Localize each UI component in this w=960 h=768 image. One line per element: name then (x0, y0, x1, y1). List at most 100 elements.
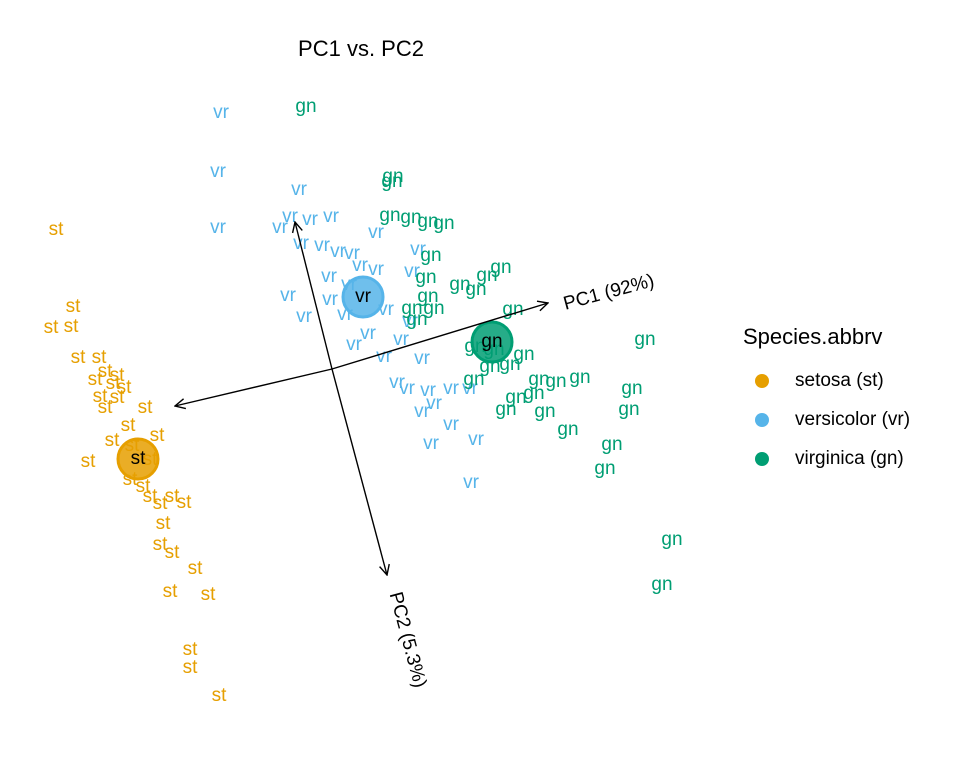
point-label: st (188, 558, 204, 579)
point-label: st (163, 581, 179, 602)
centroid-label: vr (355, 286, 372, 307)
pc2-arrow-back (295, 222, 333, 370)
point-label: vr (402, 311, 419, 332)
point-label: vr (322, 289, 339, 310)
point-label: vr (399, 378, 416, 399)
point-label: st (49, 219, 65, 240)
point-label: vr (414, 401, 431, 422)
point-label: vr (296, 306, 313, 327)
legend-title: Species.abbrv (743, 324, 882, 349)
pc2-arrow (331, 368, 387, 575)
point-label: gn (545, 371, 566, 392)
point-label: gn (601, 434, 622, 455)
point-label: gn (379, 205, 400, 226)
point-label: gn (557, 419, 578, 440)
point-label: vr (330, 241, 347, 262)
point-label: vr (423, 433, 440, 454)
point-label: st (143, 486, 159, 507)
point-label: gn (505, 387, 526, 408)
point-label: st (88, 369, 104, 390)
point-label: vr (323, 206, 340, 227)
point-label: vr (368, 259, 385, 280)
centroid (116, 437, 160, 481)
point-label: st (177, 492, 193, 513)
point-label: st (98, 361, 114, 382)
point-label: gn (417, 211, 438, 232)
point-label: gn (528, 369, 549, 390)
legend-label: setosa (st) (795, 370, 884, 391)
point-label: st (150, 425, 166, 446)
point-label: st (98, 397, 114, 418)
point-label: vr (468, 429, 485, 450)
point-label: vr (321, 266, 338, 287)
pc1-arrow (331, 303, 548, 370)
point-label: gn (490, 257, 511, 278)
legend-label: versicolor (vr) (795, 409, 910, 430)
point-label: vr (410, 239, 427, 260)
legend-swatch (755, 452, 769, 466)
point-label: vr (376, 346, 393, 367)
point-label: st (165, 486, 181, 507)
legend: setosa (st) versicolor (vr) virginica (gn) (755, 370, 910, 469)
point-label: st (138, 397, 154, 418)
legend-swatch (755, 413, 769, 427)
point-label: vr (420, 380, 437, 401)
point-label: st (121, 415, 137, 436)
point-label: gn (463, 369, 484, 390)
centroid (341, 275, 385, 319)
point-label: vr (404, 261, 421, 282)
point-label: st (110, 387, 126, 408)
point-label: gn (523, 383, 544, 404)
arrow-label: PC1 (92%) (561, 270, 656, 314)
point-label: gn (513, 344, 534, 365)
point-label: vr (293, 233, 310, 254)
centroid-label: st (131, 448, 147, 469)
point-label: vr (314, 235, 331, 256)
point-label: gn (406, 309, 427, 330)
point-label: st (93, 386, 109, 407)
point-label: gn (621, 378, 642, 399)
point-label: gn (502, 299, 523, 320)
point-label: vr (210, 217, 227, 238)
point-label: st (81, 451, 97, 472)
point-label: st (117, 377, 133, 398)
point-label: gn (618, 399, 639, 420)
point-label: gn (534, 401, 555, 422)
point-label: gn (449, 274, 470, 295)
point-label: gn (381, 171, 402, 192)
point-label: st (212, 685, 228, 706)
point-label: st (44, 317, 60, 338)
point-label: gn (661, 529, 682, 550)
point-label: st (165, 542, 181, 563)
point-label: vr (414, 348, 431, 369)
point-label: gn (634, 329, 655, 350)
point-label: st (153, 493, 169, 514)
point-label: gn (651, 574, 672, 595)
point-label: st (66, 296, 82, 317)
centroid (470, 320, 514, 364)
point-label: vr (272, 217, 289, 238)
point-label: vr (213, 102, 230, 123)
point-label: st (153, 534, 169, 555)
point-label: gn (415, 267, 436, 288)
point-label: vr (344, 243, 361, 264)
point-label: vr (346, 334, 363, 355)
point-label: vr (393, 329, 410, 350)
point-label: st (110, 365, 126, 386)
point-label: st (183, 639, 199, 660)
point-label: vr (389, 372, 406, 393)
point-label: gn (433, 213, 454, 234)
point-label: st (105, 430, 121, 451)
point-label: gn (420, 245, 441, 266)
point-label: st (92, 347, 108, 368)
point-label: gn (594, 458, 615, 479)
centroid-label: gn (481, 331, 502, 352)
point-label: vr (443, 414, 460, 435)
point-label: gn (417, 286, 438, 307)
point-label: vr (443, 378, 460, 399)
point-label: vr (302, 209, 319, 230)
point-label: st (106, 373, 122, 394)
point-label: vr (352, 255, 369, 276)
